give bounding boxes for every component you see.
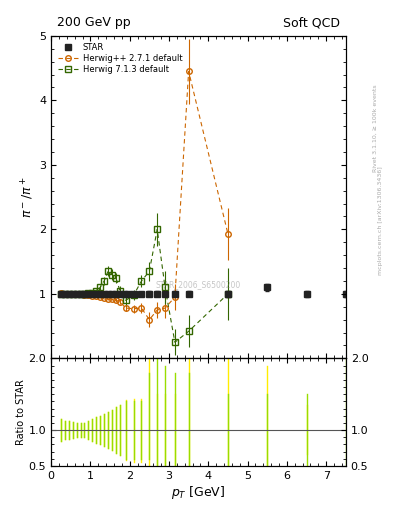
Y-axis label: Ratio to STAR: Ratio to STAR — [16, 379, 26, 445]
Y-axis label: $\pi^- / \pi^+$: $\pi^- / \pi^+$ — [20, 176, 36, 218]
Text: mcplots.cern.ch [arXiv:1306.3436]: mcplots.cern.ch [arXiv:1306.3436] — [378, 166, 383, 274]
X-axis label: $p_T$ [GeV]: $p_T$ [GeV] — [171, 483, 226, 501]
Text: 200 GeV pp: 200 GeV pp — [57, 16, 130, 29]
Legend: STAR, Herwig++ 2.7.1 default, Herwig 7.1.3 default: STAR, Herwig++ 2.7.1 default, Herwig 7.1… — [55, 40, 185, 76]
Text: STAR_2006_S6500200: STAR_2006_S6500200 — [156, 281, 241, 289]
Text: Rivet 3.1.10, ≥ 100k events: Rivet 3.1.10, ≥ 100k events — [373, 84, 378, 172]
Text: Soft QCD: Soft QCD — [283, 16, 340, 29]
